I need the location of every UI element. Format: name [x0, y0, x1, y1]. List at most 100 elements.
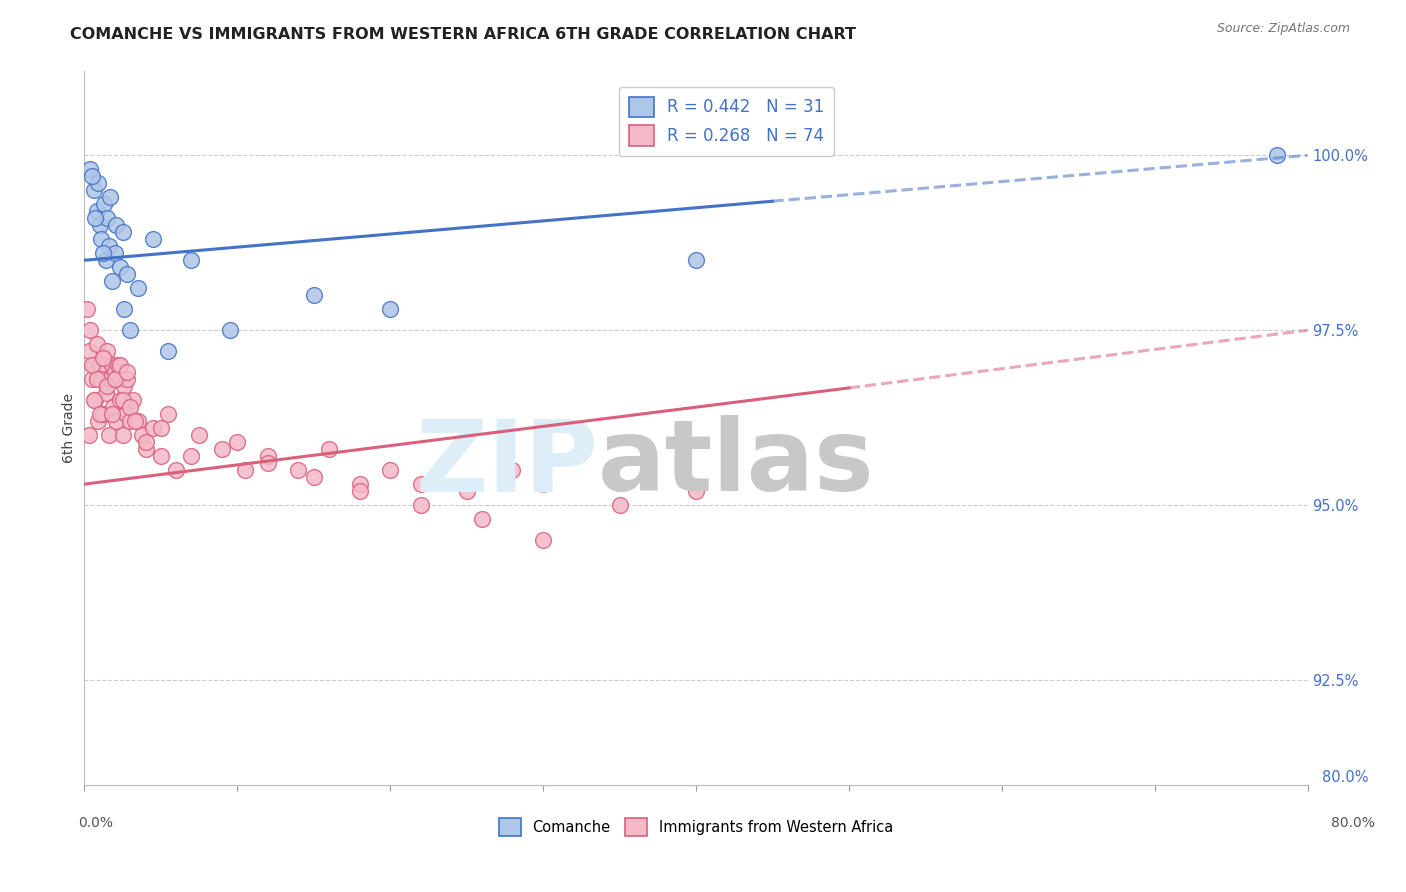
Point [318, 442, 340, 457]
Point [257, 449, 280, 463]
Point [471, 512, 494, 526]
Point [76, 302, 98, 317]
Point [112, 302, 135, 317]
Point [685, 253, 707, 268]
Point [97, 239, 120, 253]
Point [233, 463, 256, 477]
Point [110, 372, 132, 386]
Point [94, 253, 117, 268]
Point [149, 421, 172, 435]
Point [218, 323, 240, 337]
Point [135, 442, 157, 457]
Point [112, 379, 135, 393]
Point [1265, 148, 1288, 162]
Point [80, 358, 103, 372]
Text: 80.0%: 80.0% [1322, 770, 1369, 785]
Point [90, 232, 112, 246]
Point [96, 211, 118, 226]
Point [165, 463, 187, 477]
Point [409, 477, 432, 491]
Point [86, 337, 108, 351]
Point [83, 393, 105, 408]
Point [83, 183, 105, 197]
Point [157, 407, 180, 421]
Text: COMANCHE VS IMMIGRANTS FROM WESTERN AFRICA 6TH GRADE CORRELATION CHART: COMANCHE VS IMMIGRANTS FROM WESTERN AFRI… [70, 27, 856, 42]
Point [83, 358, 105, 372]
Point [97, 428, 120, 442]
Point [91, 407, 114, 421]
Point [120, 400, 142, 414]
Point [93, 351, 115, 366]
Point [87, 414, 110, 428]
Point [107, 358, 129, 372]
Text: ZIP: ZIP [415, 416, 598, 512]
Point [609, 498, 631, 512]
Point [84, 211, 107, 226]
Point [80, 169, 103, 184]
Point [86, 372, 108, 386]
Point [91, 246, 114, 260]
Point [131, 428, 153, 442]
Point [108, 358, 131, 372]
Point [89, 219, 111, 233]
Point [114, 407, 136, 421]
Point [302, 288, 325, 302]
Point [105, 414, 128, 428]
Point [79, 162, 101, 177]
Point [380, 302, 402, 317]
Point [257, 456, 280, 470]
Point [157, 344, 180, 359]
Text: 0.0%: 0.0% [79, 816, 112, 830]
Point [409, 498, 432, 512]
Point [96, 379, 118, 393]
Point [87, 176, 110, 190]
Point [180, 253, 202, 268]
Text: atlas: atlas [598, 416, 875, 512]
Point [103, 400, 125, 414]
Point [89, 358, 111, 372]
Point [124, 414, 146, 428]
Point [108, 260, 131, 275]
Point [127, 414, 149, 428]
Point [84, 393, 107, 408]
Text: 80.0%: 80.0% [1330, 816, 1375, 830]
Point [105, 219, 128, 233]
Point [531, 477, 554, 491]
Point [104, 365, 127, 379]
Point [226, 435, 249, 450]
Point [111, 428, 134, 442]
Point [93, 197, 115, 211]
Point [86, 204, 108, 219]
Point [287, 463, 309, 477]
Point [120, 414, 142, 428]
Point [90, 372, 112, 386]
Point [531, 533, 554, 547]
Point [349, 477, 371, 491]
Point [135, 435, 157, 450]
Point [211, 442, 233, 457]
Point [111, 225, 134, 239]
Point [108, 393, 131, 408]
Point [180, 449, 202, 463]
Point [79, 323, 101, 337]
Point [80, 372, 103, 386]
Point [77, 428, 100, 442]
Point [302, 470, 325, 484]
Y-axis label: 6th Grade: 6th Grade [62, 393, 76, 463]
Point [142, 421, 165, 435]
Legend: Comanche, Immigrants from Western Africa: Comanche, Immigrants from Western Africa [494, 813, 898, 842]
Point [111, 393, 134, 408]
Point [89, 407, 111, 421]
Point [104, 372, 127, 386]
Point [98, 190, 121, 204]
Point [98, 372, 121, 386]
Point [349, 484, 371, 499]
Point [142, 232, 165, 246]
Point [91, 351, 114, 366]
Point [380, 463, 402, 477]
Point [502, 463, 524, 477]
Point [456, 484, 478, 499]
Point [77, 344, 100, 359]
Point [188, 428, 211, 442]
Point [115, 372, 138, 386]
